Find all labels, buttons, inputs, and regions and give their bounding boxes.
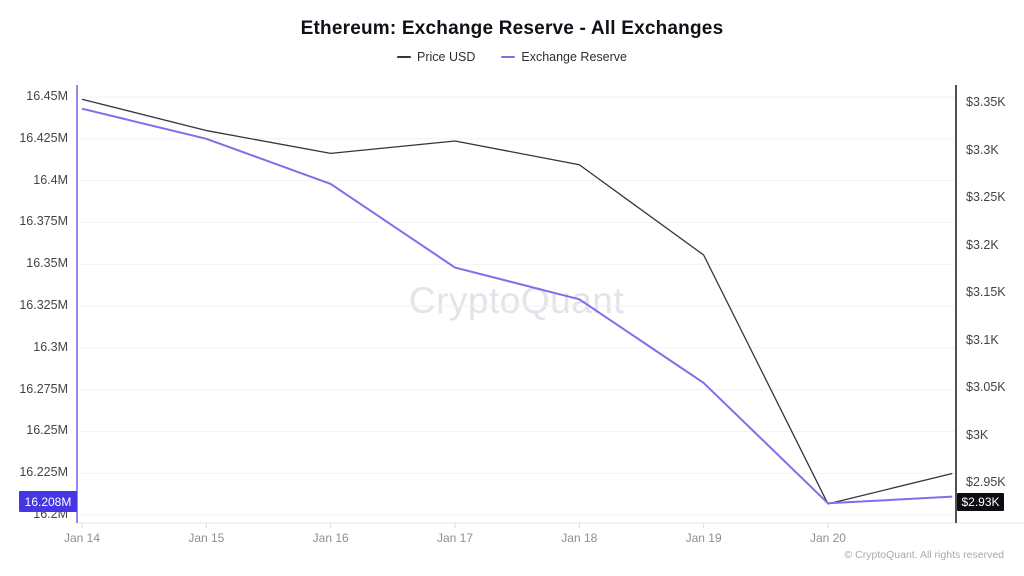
left-axis-tick: 16.25M xyxy=(26,423,68,438)
left-axis-tick: 16.225M xyxy=(19,465,68,480)
right-axis-tick: $3K xyxy=(966,427,989,442)
right-axis-tick: $3.05K xyxy=(966,380,1006,394)
x-axis-label: Jan 20 xyxy=(809,531,846,545)
left-axis-badge-value: 16.208M xyxy=(24,494,72,509)
price-usd-line xyxy=(81,98,953,505)
left-axis-tick: 16.45M xyxy=(26,89,68,103)
x-axis-label: Jan 19 xyxy=(685,531,722,545)
legend: Price USD Exchange Reserve xyxy=(0,50,1024,64)
left-axis-tick: 16.3M xyxy=(33,339,68,354)
right-axis-badge-value: $2.93K xyxy=(961,495,1000,509)
x-axis-label: Jan 15 xyxy=(188,531,225,545)
right-axis-tick: $3.3K xyxy=(966,142,999,157)
legend-item-price-usd[interactable]: Price USD xyxy=(397,50,475,64)
right-axis-tick: $2.95K xyxy=(966,475,1006,489)
chart-title: Ethereum: Exchange Reserve - All Exchang… xyxy=(300,18,724,39)
left-axis-tick: 16.375M xyxy=(19,214,68,229)
copyright-footer: © CryptoQuant. All rights reserved xyxy=(844,549,1004,561)
legend-item-exchange-reserve[interactable]: Exchange Reserve xyxy=(501,50,627,64)
legend-label: Price USD xyxy=(417,50,476,64)
legend-dash-icon xyxy=(501,56,516,58)
right-axis-tick: $3.15K xyxy=(966,285,1006,299)
right-axis-tick: $3.1K xyxy=(966,332,999,347)
left-axis-tick: 16.35M xyxy=(26,256,68,271)
left-axis-badge: 16.208M xyxy=(19,491,77,513)
exchange-reserve-line xyxy=(81,107,953,505)
x-axis-label: Jan 14 xyxy=(63,531,101,545)
left-axis-tick: 16.325M xyxy=(19,298,68,312)
x-axis-label: Jan 18 xyxy=(561,531,598,545)
right-axis-tick: $3.35K xyxy=(966,95,1006,109)
x-axis-label: Jan 17 xyxy=(436,531,473,545)
legend-label: Exchange Reserve xyxy=(521,50,627,64)
left-axis-tick: 16.275M xyxy=(19,381,68,396)
left-axis-tick: 16.4M xyxy=(33,172,68,187)
cryptoquant-watermark: CryptoQuant xyxy=(408,280,625,321)
x-axis-label: Jan 16 xyxy=(312,531,349,545)
right-axis-badge: $2.93K xyxy=(957,493,1004,511)
right-axis-tick: $3.25K xyxy=(966,190,1006,204)
left-axis-tick: 16.425M xyxy=(19,130,68,145)
legend-dash-icon xyxy=(397,56,412,58)
right-axis-tick: $3.2K xyxy=(966,237,999,252)
